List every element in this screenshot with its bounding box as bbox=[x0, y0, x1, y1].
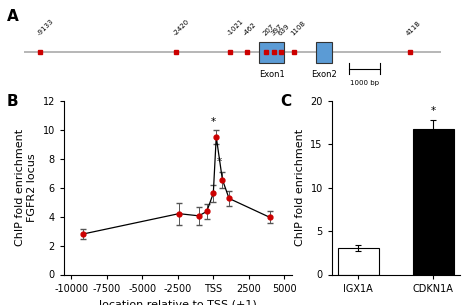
X-axis label: location relative to TSS (+1): location relative to TSS (+1) bbox=[99, 299, 256, 305]
Text: 1108: 1108 bbox=[290, 20, 307, 36]
Text: -462: -462 bbox=[243, 21, 258, 36]
Bar bbox=[413, 129, 454, 274]
Bar bbox=[316, 42, 331, 63]
Text: Exon2: Exon2 bbox=[311, 70, 337, 79]
Bar bbox=[259, 42, 284, 63]
Text: -1021: -1021 bbox=[226, 18, 245, 36]
Text: 639: 639 bbox=[277, 23, 291, 36]
Text: Exon1: Exon1 bbox=[259, 70, 285, 79]
Text: -9133: -9133 bbox=[36, 18, 55, 36]
Text: A: A bbox=[7, 9, 19, 23]
Text: -2420: -2420 bbox=[172, 18, 190, 36]
Text: 207: 207 bbox=[262, 23, 276, 36]
Text: C: C bbox=[281, 94, 292, 109]
Text: *: * bbox=[431, 106, 436, 116]
Text: 397: 397 bbox=[270, 23, 283, 36]
Text: 1000 bp: 1000 bp bbox=[350, 80, 379, 85]
Text: *: * bbox=[217, 157, 222, 167]
Y-axis label: ChIP fold enrichment
FGFR2 locus: ChIP fold enrichment FGFR2 locus bbox=[16, 129, 37, 246]
Y-axis label: ChIP fold enrichment: ChIP fold enrichment bbox=[295, 129, 305, 246]
Bar bbox=[337, 248, 379, 274]
Text: B: B bbox=[7, 94, 19, 109]
Text: *: * bbox=[211, 117, 216, 127]
Text: 4118: 4118 bbox=[405, 20, 422, 36]
